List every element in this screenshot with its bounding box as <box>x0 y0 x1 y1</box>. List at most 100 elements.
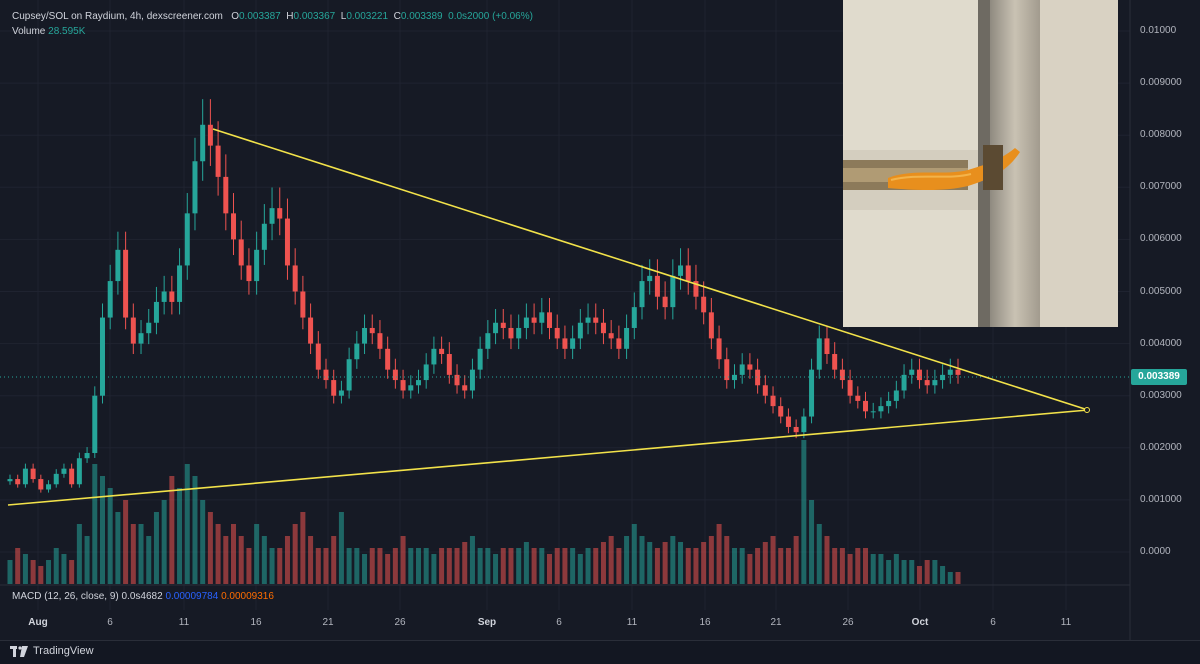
candle-body <box>76 458 82 485</box>
volume-bar <box>408 548 414 584</box>
volume-bar <box>909 560 915 584</box>
volume-bar <box>554 548 560 584</box>
candle-body <box>7 479 13 482</box>
volume-bar <box>624 536 630 584</box>
candle-body <box>747 364 753 370</box>
candle-body <box>631 307 637 328</box>
volume-bar <box>392 548 398 584</box>
y-tick-label: 0.007000 <box>1140 181 1182 193</box>
candle-body <box>724 359 730 381</box>
volume-bar <box>570 548 576 584</box>
volume-bar <box>886 560 892 584</box>
candle-body <box>169 291 175 302</box>
candle-body <box>30 468 36 480</box>
volume-bar <box>832 548 838 584</box>
volume-bar <box>616 548 622 584</box>
volume-bar <box>708 536 714 584</box>
y-tick-label: 0.008000 <box>1140 129 1182 141</box>
volume-bar <box>130 524 136 584</box>
candle-body <box>408 385 414 391</box>
x-tick-label: 26 <box>394 617 406 628</box>
candle-body <box>654 275 660 297</box>
volume-bar <box>69 560 75 584</box>
candle-body <box>238 239 244 266</box>
macd-legend: MACD (12, 26, close, 9) 0.0s4682 0.00009… <box>12 591 274 602</box>
candle-body <box>53 473 59 485</box>
tradingview-icon <box>10 645 28 657</box>
volume-legend: Volume 28.595K <box>12 26 85 37</box>
volume-bar <box>901 560 907 584</box>
volume-bar <box>415 548 421 584</box>
chart-legend: Cupsey/SOL on Raydium, 4h, dexscreener.c… <box>12 11 533 23</box>
volume-bar <box>855 548 861 584</box>
tradingview-logo[interactable]: TradingView <box>10 645 94 657</box>
x-tick-label: 21 <box>770 617 782 628</box>
candle-body <box>708 312 714 339</box>
candle-body <box>130 317 136 344</box>
candle-body <box>15 479 21 485</box>
trendline-apex-handle[interactable] <box>1084 407 1090 413</box>
volume-bar <box>284 536 290 584</box>
volume-bar <box>724 536 730 584</box>
volume-bar <box>177 488 183 584</box>
volume-bar <box>916 566 922 584</box>
x-tick-label: 16 <box>250 617 262 628</box>
candle-body <box>61 468 67 474</box>
volume-bar <box>816 524 822 584</box>
volume-bar <box>940 566 946 584</box>
candle-body <box>346 359 352 391</box>
volume-bar <box>847 554 853 584</box>
candle-body <box>46 484 52 490</box>
volume-bar <box>223 536 229 584</box>
candle-body <box>500 322 506 328</box>
volume-bar <box>770 536 776 584</box>
volume-bar <box>115 512 121 584</box>
volume-bar <box>377 548 383 584</box>
volume-bar <box>485 548 491 584</box>
candle-body <box>539 312 545 323</box>
volume-bar <box>76 524 82 584</box>
candle-body <box>847 380 853 396</box>
x-tick-label: Aug <box>28 617 48 628</box>
volume-bar <box>562 548 568 584</box>
close-value: 0.003389 <box>400 11 443 22</box>
macd-signal-value: 0.00009316 <box>221 591 274 602</box>
volume-bar <box>323 548 329 584</box>
x-tick-label: 6 <box>990 617 996 628</box>
candle-body <box>323 369 329 381</box>
candle-body <box>639 281 645 308</box>
volume-bar <box>608 536 614 584</box>
volume-bar <box>932 560 938 584</box>
upper-trendline[interactable] <box>212 128 1089 411</box>
volume-bar <box>839 548 845 584</box>
candle-body <box>385 348 391 370</box>
candle-body <box>901 374 907 391</box>
candle-body <box>531 317 537 323</box>
volume-bar <box>169 476 175 584</box>
candle-body <box>693 281 699 297</box>
x-tick-label: Oct <box>911 617 929 628</box>
volume-bar <box>146 536 152 584</box>
volume-bar <box>670 536 676 584</box>
volume-bar <box>107 488 113 584</box>
volume-bar <box>246 548 252 584</box>
x-tick-label: 26 <box>842 617 854 628</box>
candle-body <box>415 380 421 386</box>
candle-body <box>493 322 499 334</box>
candle-body <box>439 348 445 355</box>
volume-bar <box>431 554 437 584</box>
volume-bar <box>947 572 953 584</box>
volume-bar <box>331 536 337 584</box>
candle-body <box>308 317 314 344</box>
candle-body <box>38 479 44 490</box>
lower-trendline[interactable] <box>7 409 1089 506</box>
candle-body <box>223 176 229 214</box>
candle-body <box>215 145 221 177</box>
volume-bar <box>153 512 159 584</box>
candle-body <box>554 327 560 339</box>
candle-body <box>647 275 653 282</box>
volume-bar <box>385 554 391 584</box>
high-value: 0.003367 <box>293 11 336 22</box>
volume-bar <box>547 554 553 584</box>
